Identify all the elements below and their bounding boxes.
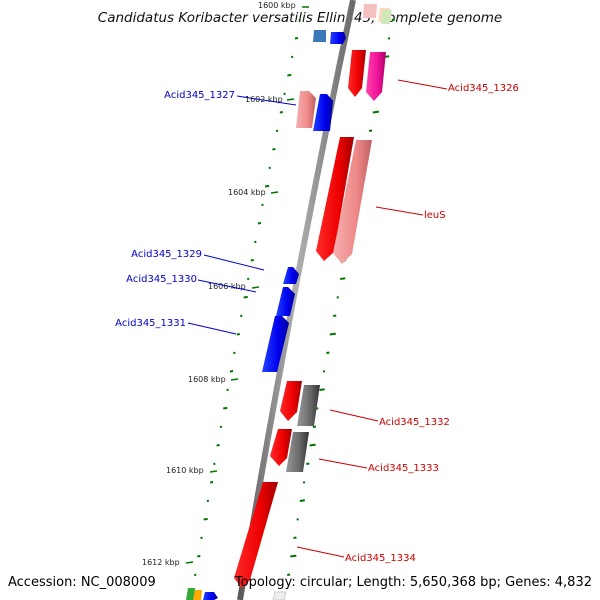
gc-tick-right-26 <box>299 499 306 502</box>
accession-text: Accession: NC_008009 <box>8 575 156 590</box>
gc-tick-right-29 <box>290 554 297 558</box>
gc-tick-right-14 <box>340 277 346 280</box>
gene-leus-b <box>333 140 372 264</box>
bottom-partial-genes <box>186 588 287 600</box>
gene-acid345-1331 <box>262 316 289 372</box>
gene-leus-a <box>316 137 354 261</box>
kbp-label-1608: 1608 kbp <box>188 375 226 384</box>
genome-title: Candidatus Koribacter versatilis Ellin34… <box>97 10 503 26</box>
top-partial-genes <box>313 4 392 44</box>
label-acid345-1332: Acid345_1332 <box>379 417 450 428</box>
gene-acid345-1326-a <box>348 50 366 97</box>
genome-summary-text: Topology: circular; Length: 5,650,368 bp… <box>234 575 592 590</box>
gene-labels: Acid345_1327 Acid345_1329 Acid345_1330 A… <box>115 83 519 564</box>
label-leus: leuS <box>424 210 446 221</box>
gene-acid345-1327-b <box>313 94 333 131</box>
kbp-labels: 1600 kbp 1602 kbp 1604 kbp 1606 kbp 1608… <box>142 1 309 567</box>
forward-strand-genes <box>234 50 386 588</box>
gc-tick-left-3 <box>287 73 292 77</box>
label-acid345-1333: Acid345_1333 <box>368 463 439 474</box>
kbp-label-1610: 1610 kbp <box>166 466 204 475</box>
gene-acid345-1330 <box>276 287 295 316</box>
gc-tick-left-21 <box>223 406 228 410</box>
kbp-label-1602: 1602 kbp <box>245 95 283 104</box>
kbp-label-1612: 1612 kbp <box>142 558 180 567</box>
gene-acid345-1326-b <box>366 52 386 101</box>
gc-tick-right-17 <box>329 332 336 336</box>
label-acid345-1329: Acid345_1329 <box>131 249 202 260</box>
kbp-label-1600: 1600 kbp <box>258 1 296 10</box>
reverse-strand-genes <box>262 91 333 372</box>
gene-acid345-1333-b <box>286 432 309 472</box>
gc-ticks-left <box>194 18 301 576</box>
leader-lines <box>187 79 448 558</box>
label-acid345-1331: Acid345_1331 <box>115 318 186 329</box>
kbp-label-1606: 1606 kbp <box>208 282 246 291</box>
gc-tick-left-9 <box>264 184 270 188</box>
gene-acid345-1332-b <box>297 385 320 426</box>
gene-acid345-1327-a <box>296 91 316 128</box>
gene-acid345-1329 <box>283 267 299 284</box>
kbp-label-1604: 1604 kbp <box>228 188 266 197</box>
gene-acid345-1333-a <box>270 429 292 466</box>
gc-tick-right-23 <box>309 443 316 447</box>
label-acid345-1327: Acid345_1327 <box>164 90 235 101</box>
gc-tick-right-5 <box>372 110 379 114</box>
label-acid345-1330: Acid345_1330 <box>126 274 197 285</box>
gene-acid345-1332-a <box>280 381 302 421</box>
gc-tick-right-20 <box>319 388 325 391</box>
label-acid345-1326: Acid345_1326 <box>448 83 519 94</box>
label-acid345-1334: Acid345_1334 <box>345 553 416 564</box>
gene-acid345-1334 <box>234 482 278 588</box>
gc-tick-left-27 <box>203 517 208 521</box>
gc-tick-left-15 <box>243 295 248 299</box>
